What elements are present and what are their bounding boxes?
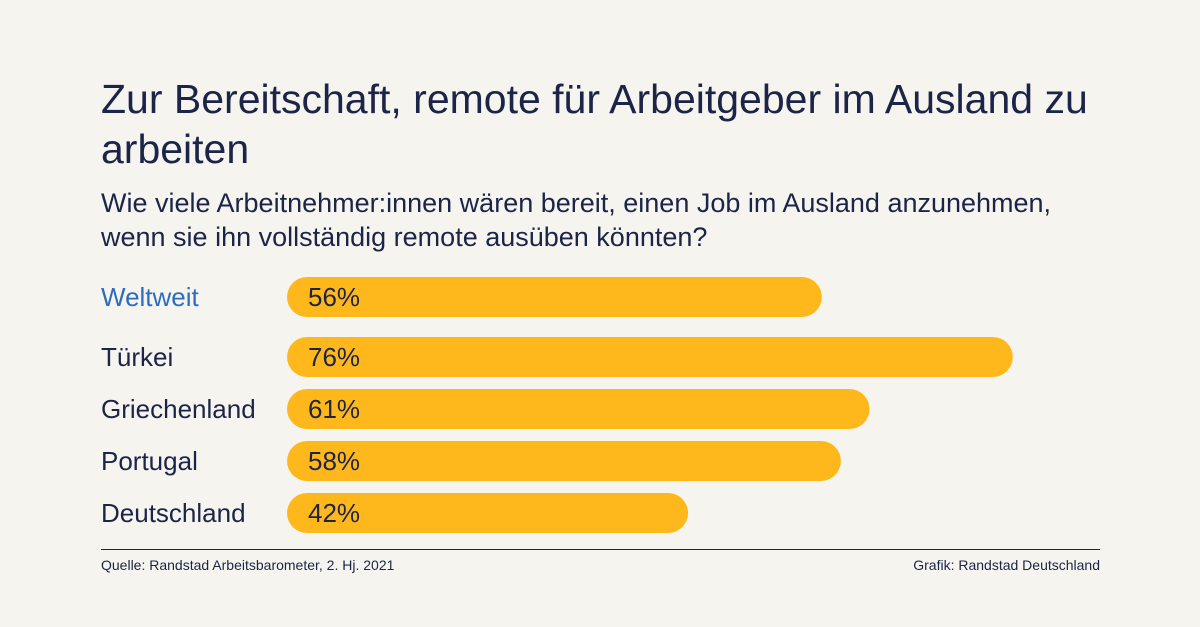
bar: [287, 441, 841, 481]
bar: [287, 277, 822, 317]
category-label: Deutschland: [101, 498, 246, 528]
bar-chart: Weltweit 56% Türkei 76% Griechenland 61% Portu…: [101, 277, 1013, 533]
graphic-credit: Grafik: Randstad Deutschland: [913, 557, 1100, 573]
value-label: 42%: [308, 498, 360, 528]
chart-title: Zur Bereitschaft, remote für Arbeitgeber…: [101, 76, 1088, 172]
chart-subtitle: Wie viele Arbeitnehmer:innen wären berei…: [101, 188, 1052, 252]
bar: [287, 493, 689, 533]
value-label: 76%: [308, 342, 360, 372]
category-label: Weltweit: [101, 282, 200, 312]
bar: [287, 389, 870, 429]
value-label: 58%: [308, 446, 360, 476]
source-note: Quelle: Randstad Arbeitsbarometer, 2. Hj…: [101, 557, 395, 573]
category-label: Türkei: [101, 342, 173, 372]
category-label: Portugal: [101, 446, 198, 476]
value-label: 61%: [308, 394, 360, 424]
footer-divider: [101, 549, 1100, 550]
value-label: 56%: [308, 282, 360, 312]
category-label: Griechenland: [101, 394, 256, 424]
bar: [287, 337, 1013, 377]
